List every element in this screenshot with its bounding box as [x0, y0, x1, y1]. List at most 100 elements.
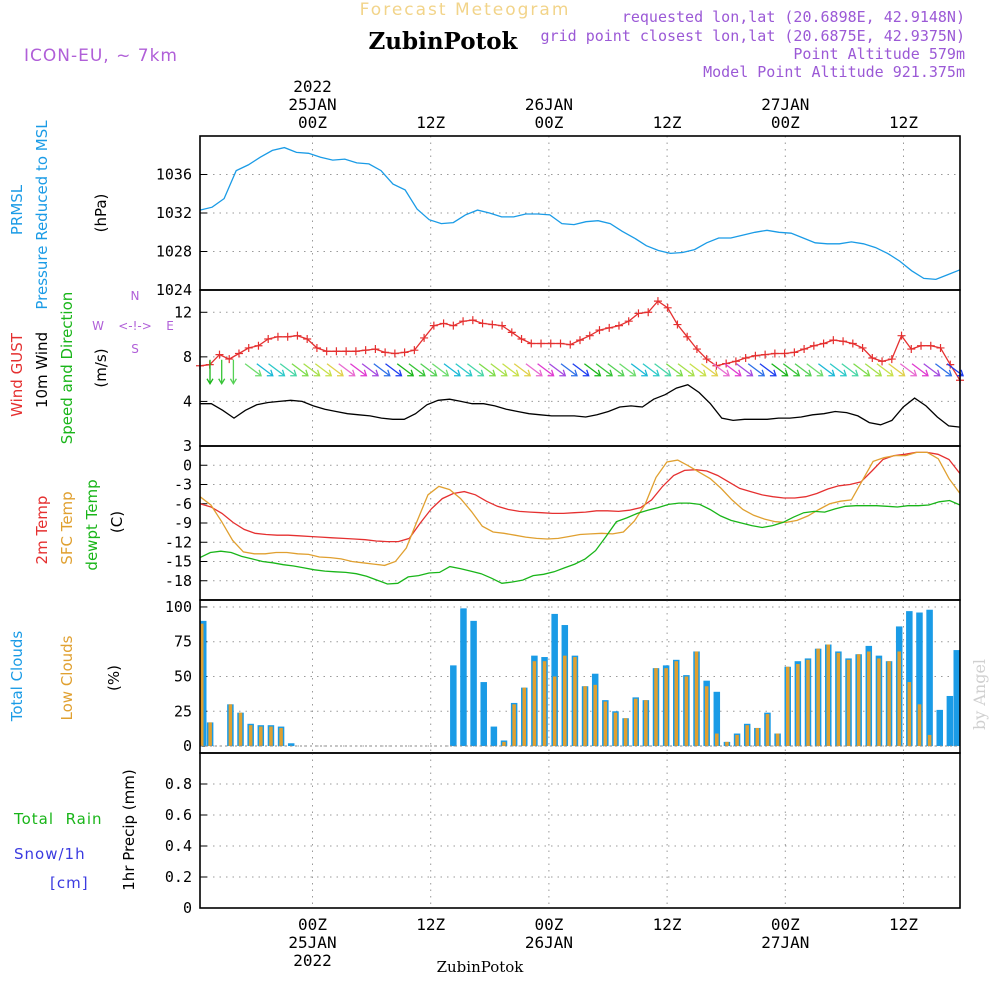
gust-marker — [917, 341, 926, 350]
gust-marker — [381, 348, 390, 357]
precip-legend-0: Total Rain — [13, 810, 103, 828]
cloud-bar — [654, 668, 658, 747]
credit-watermark: by Angel — [970, 659, 989, 730]
y-tick-label: -6 — [174, 495, 192, 513]
temp-2m-label: 2m Temp — [33, 496, 51, 565]
cloud-bar — [946, 695, 954, 747]
compass-s: S — [131, 342, 139, 356]
bottom-time-label: 27JAN — [761, 933, 809, 952]
gust-marker — [897, 331, 906, 340]
cloud-bar — [927, 734, 932, 747]
gust-marker — [390, 349, 399, 358]
pressure-label: Pressure Reduced to MSL — [33, 120, 51, 310]
wind-arrow-head — [489, 369, 497, 377]
wind-arrow — [455, 363, 473, 377]
temp-dewpt-label: dewpt Temp — [83, 479, 101, 570]
wind-arrow — [759, 363, 777, 377]
gust-marker — [215, 350, 224, 359]
wind-arrow — [525, 363, 543, 377]
cloud-bar — [593, 684, 597, 747]
precip-legend-1: Snow/1h — [14, 845, 86, 863]
wind-arrow-head — [711, 369, 719, 377]
wind-arrow-head — [898, 369, 906, 377]
wind-arrow — [689, 363, 707, 377]
panel-0: 1024 1028 1032 1036 — [156, 135, 961, 299]
cloud-bar — [887, 661, 891, 747]
bottom-time-label: 00Z — [771, 915, 800, 934]
wind-arrow-head — [781, 369, 789, 377]
cloud-bar — [715, 733, 719, 747]
wind-arrow-head — [758, 369, 766, 377]
cloud-bar — [552, 676, 557, 747]
gust-marker — [244, 343, 253, 352]
panel-1: 4 8 12 — [174, 289, 965, 447]
gust-marker — [819, 339, 828, 348]
y-tick-label: 12 — [174, 303, 192, 321]
cloud-bar — [279, 727, 283, 747]
gust-marker — [459, 317, 468, 326]
wind-arrow — [829, 363, 847, 377]
wind-arrow — [408, 363, 426, 377]
wind-arrow — [244, 363, 262, 377]
cloud-bar — [674, 661, 679, 747]
cloud-bar — [542, 661, 547, 747]
y-tick-label: 0.4 — [165, 837, 192, 855]
wind-arrow-head — [933, 369, 941, 377]
wind-arrow-head — [910, 369, 918, 377]
gust-marker — [556, 339, 565, 348]
model-label: ICON-EU, ~ 7km — [24, 46, 178, 66]
gust-marker — [546, 339, 555, 348]
cloud-bar — [897, 651, 901, 747]
wind-arrow-head — [372, 369, 380, 377]
wind-arrow — [350, 363, 367, 377]
gust-marker — [595, 326, 604, 335]
gust-marker — [342, 347, 351, 356]
wind-arrow — [864, 363, 882, 377]
wind-arrow-head — [945, 369, 953, 377]
cloud-bar — [684, 676, 689, 747]
wind-arrow-head — [746, 369, 754, 377]
bottom-time-label: 00Z — [534, 915, 563, 934]
wind-arrow — [923, 363, 941, 377]
top-time-label: 12Z — [889, 113, 918, 132]
top-time-label: 00Z — [298, 113, 327, 132]
wind-arrow-head — [278, 369, 286, 377]
wind-arrow — [326, 363, 344, 377]
wind-arrow — [712, 363, 730, 377]
gust-marker — [751, 351, 760, 360]
wind-arrow-head — [407, 369, 415, 377]
low-clouds-label: Low Clouds — [58, 635, 76, 720]
gust-marker — [858, 343, 867, 352]
wind-arrow — [291, 363, 309, 377]
gust-marker — [605, 323, 614, 332]
wind-arrow — [560, 363, 578, 377]
wind-arrow-head — [290, 369, 298, 377]
wind-arrow-head — [255, 369, 263, 377]
cloud-bar — [785, 666, 790, 747]
wind-arrow — [630, 363, 648, 377]
wind-arrow-head — [512, 369, 520, 377]
gust-marker — [332, 347, 341, 356]
bottom-time-label: 00Z — [298, 915, 327, 934]
series-line-sfc-temp — [199, 451, 961, 567]
wind-arrow — [256, 363, 274, 377]
cloud-bar — [765, 714, 770, 747]
wind-arrow-head — [734, 369, 742, 377]
wind-arrow — [911, 363, 929, 377]
wind-arrow — [478, 363, 496, 377]
gust-marker — [351, 347, 360, 356]
gust-marker — [868, 353, 877, 362]
cloud-bar — [248, 725, 253, 747]
wind-arrow — [654, 363, 671, 377]
gust-marker — [410, 346, 419, 355]
cloud-bar — [470, 620, 477, 747]
wind-arrow — [747, 363, 765, 377]
cloud-bar — [906, 611, 913, 747]
cloud-bar — [713, 691, 721, 747]
gust-marker — [761, 350, 770, 359]
wind-arrow — [303, 363, 320, 377]
y-tick-label: 4 — [183, 392, 192, 410]
cloud-bar — [573, 657, 577, 747]
wind-arrow-head — [629, 369, 637, 377]
total-clouds-label: Total Clouds — [8, 631, 26, 723]
